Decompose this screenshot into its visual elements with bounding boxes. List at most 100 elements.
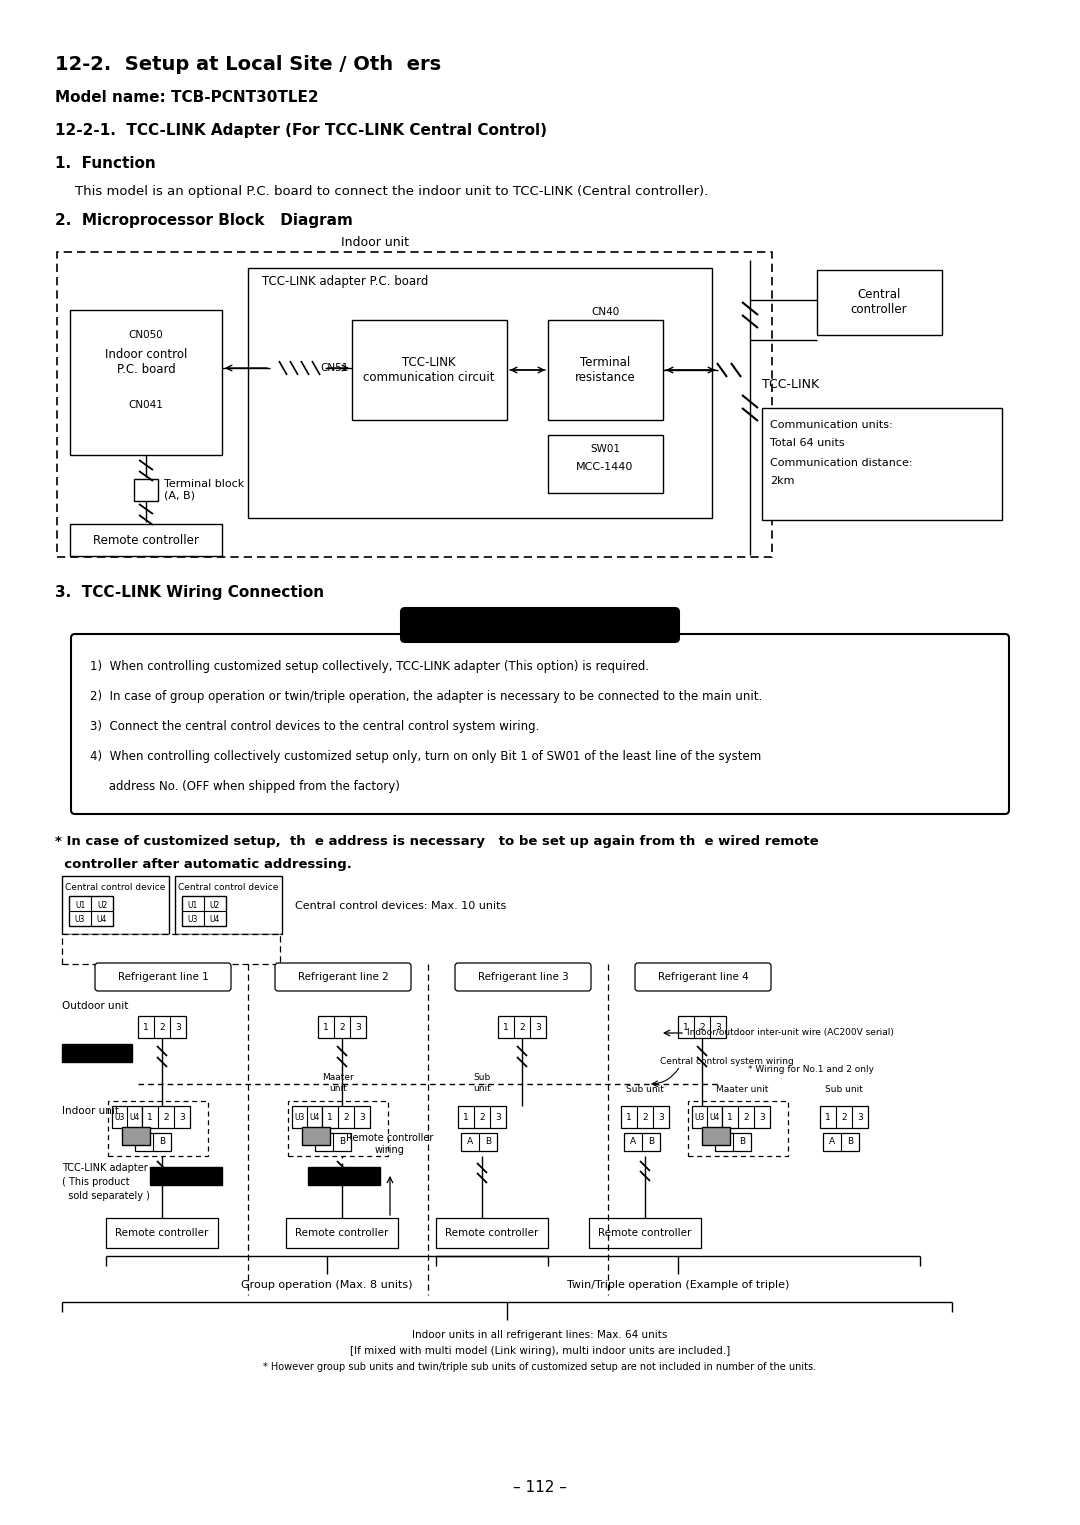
FancyBboxPatch shape [275, 962, 411, 991]
Bar [62, 1045, 132, 1061]
Text: – 112 –: – 112 – [513, 1481, 567, 1496]
Bar [315, 1133, 351, 1151]
Text: 3: 3 [495, 1113, 501, 1121]
Text: 2km: 2km [770, 476, 795, 486]
Bar [723, 1106, 770, 1128]
Text: This model is an optional P.C. board to connect the indoor unit to TCC-LINK (Cen: This model is an optional P.C. board to … [75, 186, 708, 198]
Text: TCC-LINK
communication circuit: TCC-LINK communication circuit [363, 355, 495, 384]
Text: CN40: CN40 [591, 307, 619, 317]
Text: 2: 2 [159, 1022, 165, 1031]
Text: 2: 2 [163, 1113, 168, 1121]
Bar [548, 320, 663, 419]
Text: SW01: SW01 [590, 444, 620, 454]
Bar [175, 875, 282, 933]
Bar [498, 1016, 546, 1039]
Text: Indoor unit: Indoor unit [62, 1106, 119, 1116]
Text: 3: 3 [858, 1113, 863, 1121]
Bar [108, 1101, 208, 1156]
Text: Remote controller: Remote controller [93, 534, 199, 546]
Text: * However group sub units and twin/triple sub units of customized setup are not : * However group sub units and twin/tripl… [264, 1362, 816, 1372]
Text: 2: 2 [643, 1113, 648, 1121]
Text: U4: U4 [210, 915, 220, 924]
Text: 3: 3 [715, 1022, 720, 1031]
Text: 1: 1 [463, 1113, 469, 1121]
Text: Twin/Triple operation (Example of triple): Twin/Triple operation (Example of triple… [567, 1279, 789, 1290]
Bar [318, 1016, 366, 1039]
Text: Caution 1: Caution 1 [162, 1171, 211, 1180]
Text: A: A [140, 1138, 147, 1147]
Text: 1: 1 [727, 1113, 733, 1121]
Text: 1: 1 [825, 1113, 831, 1121]
Text: [If mixed with multi model (Link wiring), multi indoor units are included.]: [If mixed with multi model (Link wiring)… [350, 1347, 730, 1356]
Bar [106, 1218, 218, 1247]
Text: Communication distance:: Communication distance: [770, 458, 913, 468]
Text: address No. (OFF when shipped from the factory): address No. (OFF when shipped from the f… [90, 779, 400, 793]
Text: MCC-1440: MCC-1440 [577, 462, 634, 473]
Text: U4: U4 [97, 915, 107, 924]
Bar [292, 1106, 322, 1128]
Text: B: B [485, 1138, 491, 1147]
Text: Refrigerant line 2: Refrigerant line 2 [298, 971, 389, 982]
Text: U4: U4 [130, 1113, 139, 1121]
Text: 2: 2 [841, 1113, 847, 1121]
Text: 1: 1 [323, 1022, 329, 1031]
Text: U4: U4 [309, 1113, 320, 1121]
Bar [57, 252, 772, 557]
Bar [458, 1106, 507, 1128]
Text: A: A [467, 1138, 473, 1147]
Text: B: B [339, 1138, 346, 1147]
Text: Maater unit: Maater unit [716, 1084, 768, 1093]
Bar [715, 1133, 751, 1151]
Text: 3: 3 [360, 1113, 365, 1121]
Bar [624, 1133, 660, 1151]
Text: controller after automatic addressing.: controller after automatic addressing. [55, 859, 352, 871]
FancyBboxPatch shape [455, 962, 591, 991]
Bar [122, 1127, 150, 1145]
Text: Group operation (Max. 8 units): Group operation (Max. 8 units) [241, 1279, 413, 1290]
Text: Model name: TCB-PCNT30TLE2: Model name: TCB-PCNT30TLE2 [55, 90, 319, 105]
Text: Sub unit: Sub unit [626, 1084, 664, 1093]
Text: Indoor/outdoor inter-unit wire (AC200V serial): Indoor/outdoor inter-unit wire (AC200V s… [687, 1028, 894, 1037]
Text: U3: U3 [188, 915, 199, 924]
Text: Sub unit: Sub unit [825, 1084, 863, 1093]
Bar [286, 1218, 399, 1247]
Text: U3: U3 [75, 915, 85, 924]
Bar [308, 1167, 380, 1185]
Bar [62, 875, 168, 933]
Text: TCC-LINK adapter P.C. board: TCC-LINK adapter P.C. board [262, 274, 429, 288]
Text: 1.  Function: 1. Function [55, 156, 156, 171]
Text: Refrigerant line 3: Refrigerant line 3 [477, 971, 568, 982]
Bar [352, 320, 507, 419]
Text: U1: U1 [75, 900, 85, 909]
Text: CAUTION: CAUTION [502, 618, 578, 633]
Text: * Wiring for No.1 and 2 only: * Wiring for No.1 and 2 only [748, 1064, 874, 1074]
Text: Terminal block
(A, B): Terminal block (A, B) [164, 479, 244, 500]
Bar [678, 1016, 726, 1039]
Text: 1: 1 [144, 1022, 149, 1031]
Text: Central
controller: Central controller [851, 288, 907, 316]
Text: 3: 3 [658, 1113, 664, 1121]
Bar [820, 1106, 868, 1128]
Bar [823, 1133, 859, 1151]
Text: U4: U4 [710, 1113, 719, 1121]
Text: 3: 3 [179, 1113, 185, 1121]
Text: U2: U2 [210, 900, 220, 909]
Text: 1: 1 [626, 1113, 632, 1121]
Text: 1)  When controlling customized setup collectively, TCC-LINK adapter (This optio: 1) When controlling customized setup col… [90, 660, 649, 673]
Bar [248, 268, 712, 518]
Text: Remote controller: Remote controller [295, 1228, 389, 1238]
Text: Maater
unit: Maater unit [322, 1074, 354, 1093]
Bar [69, 897, 113, 926]
Text: Central control system wiring: Central control system wiring [660, 1057, 794, 1066]
Text: TCC-LINK adapter: TCC-LINK adapter [62, 1164, 148, 1173]
Text: 2: 2 [743, 1113, 748, 1121]
Bar [150, 1167, 222, 1185]
Bar [816, 270, 942, 336]
Text: Refrigerant line 4: Refrigerant line 4 [658, 971, 748, 982]
Text: 1: 1 [503, 1022, 509, 1031]
Text: CN51: CN51 [321, 363, 349, 374]
Text: 12-2.  Setup at Local Site / Oth  ers: 12-2. Setup at Local Site / Oth ers [55, 55, 441, 75]
Bar [138, 1016, 186, 1039]
FancyBboxPatch shape [71, 634, 1009, 814]
Text: 2)  In case of group operation or twin/triple operation, the adapter is necessar: 2) In case of group operation or twin/tr… [90, 689, 762, 703]
